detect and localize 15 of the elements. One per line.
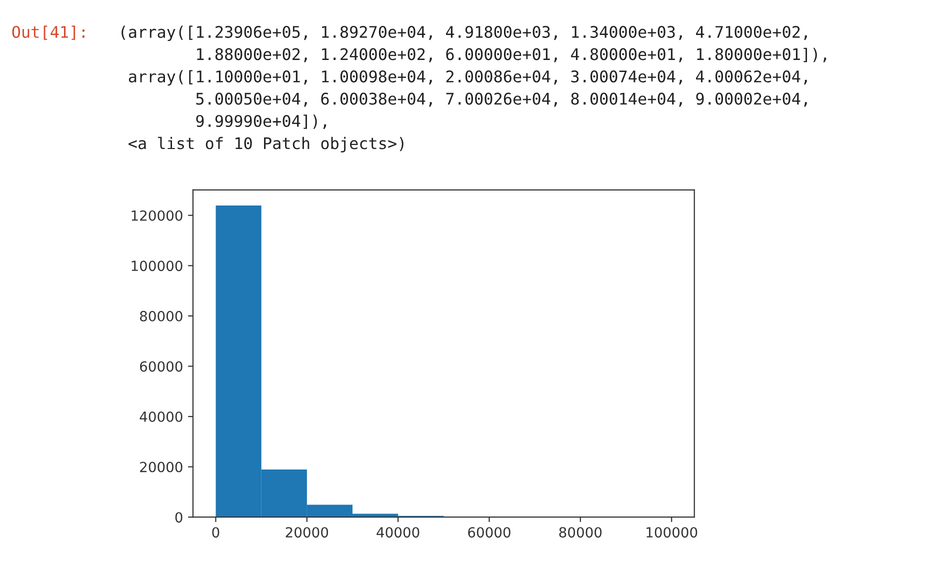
y-tick-label: 0 (175, 512, 182, 523)
y-tick-label: 60000 (140, 361, 182, 372)
x-tick-label: 80000 (559, 527, 602, 538)
y-tick-label: 100000 (132, 260, 182, 272)
text: (array([1.23906e+05, 1.89270e+04, 4.91800e+03, 1.34000e+03, 4.71000e+02, 1.88000e+02, 1.24000e+02, 6.00000e+01, 4.80000e+01, 1.80000e+01]), array([1.10000e+01, 1.00098e+04, 2.00086e+04, 3.00074e+04, 4.00062e+04, 5.00050e+04, 6.00038e+04, 7.00026e+04, 8.00014e+04, 9.00002e+04, 9.99990e+04]), <a list of 10 Patch objects>) (122, 26, 826, 152)
y-tick-label: 120000 (132, 210, 182, 221)
x-tick-label: 100000 (646, 527, 698, 538)
text: Out[41]: (12, 26, 84, 40)
x-tick-label: 0 (212, 527, 220, 538)
x-tick-label: 60000 (468, 527, 510, 538)
y-tick-label: 80000 (140, 310, 182, 322)
y-tick-label: 20000 (140, 462, 182, 472)
y-tick-label: 40000 (140, 411, 182, 422)
x-tick-label: 40000 (376, 527, 420, 538)
x-tick-label: 20000 (286, 527, 328, 538)
